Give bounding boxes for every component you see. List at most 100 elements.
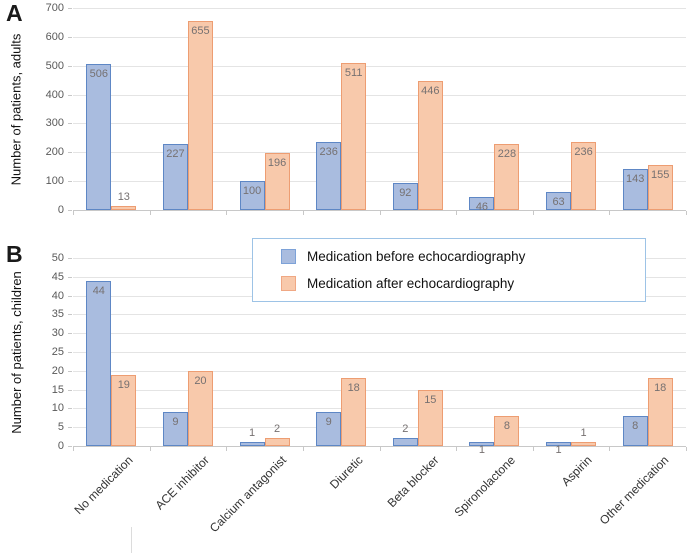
- bar-value-label: 1: [478, 444, 485, 457]
- y-axis-title-adults: Number of patients, adults: [6, 8, 26, 210]
- bar-value-label: 15: [424, 393, 437, 406]
- y-tick-mark: [68, 314, 72, 316]
- y-tick-mark: [68, 65, 72, 67]
- x-tick-mark: [456, 211, 458, 215]
- bar-after: [494, 415, 520, 446]
- legend-label-after: Medication after echocardiography: [307, 276, 515, 291]
- y-tick-mark: [68, 389, 72, 391]
- y-tick-mark: [68, 333, 72, 335]
- x-tick-mark: [379, 447, 381, 451]
- bar-before: [546, 442, 572, 446]
- y-tick-label: 45: [51, 270, 64, 283]
- gridline: [73, 152, 686, 154]
- bar-before: [162, 412, 188, 446]
- bar-value-label: 46: [475, 200, 489, 213]
- x-tick-mark: [379, 211, 381, 215]
- bar-before: [469, 196, 495, 210]
- legend-item-after: Medication after echocardiography: [281, 273, 645, 295]
- y-tick-label: 20: [51, 364, 64, 377]
- bar-after: [647, 165, 673, 210]
- y-axis-title-children-text: Number of patients, children: [8, 270, 24, 434]
- bar-value-label: 19: [117, 378, 130, 391]
- bar-value-label: 18: [654, 382, 667, 395]
- bar-after: [341, 378, 367, 446]
- y-tick-mark: [68, 181, 72, 183]
- x-tick-mark: [609, 211, 611, 215]
- y-tick-label: 500: [45, 59, 64, 72]
- y-tick-label: 35: [51, 308, 64, 321]
- bar-after: [494, 144, 520, 210]
- panel-b-letter: B: [6, 241, 23, 267]
- bar-before: [392, 438, 418, 446]
- panel-a-letter: A: [6, 0, 23, 26]
- y-tick-label: 0: [57, 204, 64, 216]
- y-axis-title-adults-text: Number of patients, adults: [8, 33, 24, 185]
- y-tick-mark: [68, 8, 72, 9]
- bar-after: [187, 370, 213, 446]
- y-tick-label: 300: [45, 117, 64, 130]
- bar-after: [417, 389, 443, 446]
- y-tick-label: 0: [57, 440, 64, 452]
- bar-value-label: 44: [92, 284, 105, 297]
- gridline: [73, 427, 686, 429]
- bar-value-label: 1: [249, 427, 256, 440]
- bar-value-label: 1: [580, 427, 587, 440]
- y-axis-title-children: Number of patients, children: [6, 258, 26, 446]
- x-tick-mark: [149, 447, 151, 451]
- x-axis-line: [73, 210, 686, 211]
- y-tick-mark: [68, 94, 72, 96]
- y-tick-mark: [68, 408, 72, 410]
- bar-value-label: 8: [632, 419, 639, 432]
- bar-after: [571, 442, 597, 446]
- bar-value-label: 143: [626, 172, 645, 185]
- x-tick-mark: [532, 211, 534, 215]
- bar-before: [546, 191, 572, 210]
- y-tick-label: 100: [45, 175, 64, 188]
- gridline: [73, 314, 686, 316]
- y-tick-mark: [68, 295, 72, 297]
- bar-value-label: 155: [651, 169, 670, 182]
- bar-value-label: 9: [325, 416, 332, 429]
- legend-swatch-after-icon: [281, 276, 296, 291]
- bar-before: [469, 442, 495, 446]
- y-tick-label: 25: [51, 346, 64, 358]
- x-tick-mark: [456, 447, 458, 451]
- bar-value-label: 655: [191, 24, 210, 37]
- y-tick-mark: [68, 370, 72, 372]
- bar-after: [647, 378, 673, 446]
- x-tick-mark: [226, 211, 228, 215]
- bar-before: [239, 181, 265, 210]
- gridline: [73, 8, 686, 9]
- y-tick-mark: [68, 36, 72, 38]
- y-tick-mark: [68, 276, 72, 278]
- crop-artifact-line: [131, 527, 132, 553]
- bar-before: [316, 141, 342, 210]
- bar-before: [86, 63, 112, 210]
- bar-after: [111, 374, 137, 446]
- y-tick-mark: [68, 427, 72, 429]
- x-axis-line: [73, 446, 686, 447]
- y-tick-label: 400: [45, 88, 64, 101]
- bar-value-label: 228: [497, 148, 517, 161]
- x-tick-mark: [302, 211, 304, 215]
- y-tick-mark: [68, 123, 72, 125]
- y-tick-mark: [68, 446, 72, 447]
- bar-value-label: 13: [117, 191, 130, 204]
- bar-value-label: 92: [399, 187, 412, 200]
- bar-value-label: 2: [274, 423, 281, 436]
- bar-value-label: 446: [421, 85, 440, 98]
- bar-value-label: 236: [319, 145, 338, 158]
- x-tick-mark: [686, 447, 687, 451]
- gridline: [73, 352, 686, 353]
- bar-before: [622, 415, 648, 446]
- gridline: [73, 65, 686, 67]
- bar-before: [392, 183, 418, 210]
- x-tick-mark: [609, 447, 611, 451]
- y-tick-mark: [68, 152, 72, 154]
- bar-value-label: 9: [172, 416, 179, 429]
- legend-item-before: Medication before echocardiography: [281, 246, 645, 268]
- bar-value-label: 511: [344, 66, 363, 79]
- gridline: [73, 333, 686, 335]
- bar-after: [264, 153, 290, 210]
- bar-after: [264, 438, 290, 446]
